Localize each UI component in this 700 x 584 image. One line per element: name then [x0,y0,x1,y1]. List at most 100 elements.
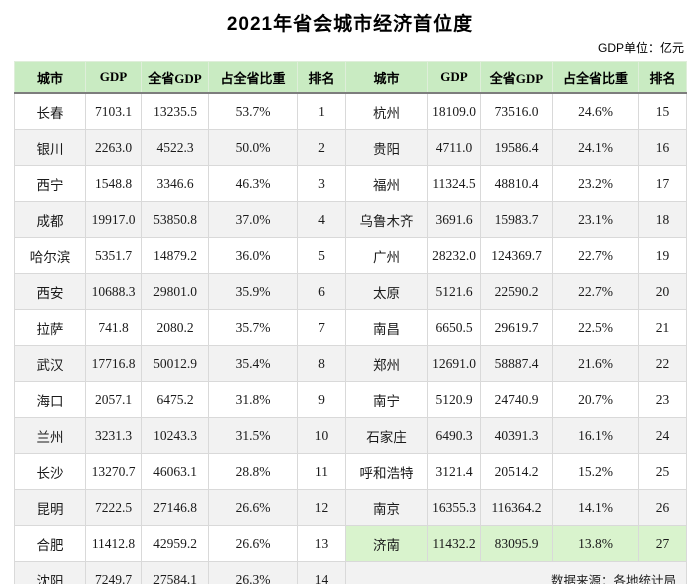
share-cell: 21.6% [552,345,639,382]
province-gdp-cell: 124369.7 [480,237,553,274]
share-cell: 15.2% [552,453,639,490]
share-cell: 31.8% [208,381,298,418]
gdp-cell: 3121.4 [427,453,481,490]
gdp-cell: 3231.3 [85,417,142,454]
gdp-cell: 17716.8 [85,345,142,382]
rank-cell: 11 [297,453,346,490]
share-cell: 28.8% [208,453,298,490]
col-gdp-left: GDP [85,61,142,94]
share-cell: 35.9% [208,273,298,310]
province-gdp-cell: 53850.8 [141,201,209,238]
share-cell: 37.0% [208,201,298,238]
rank-cell: 4 [297,201,346,238]
city-cell: 济南 [345,525,428,562]
city-cell: 南宁 [345,381,428,418]
gdp-cell: 2263.0 [85,129,142,166]
city-cell: 海口 [14,381,86,418]
gdp-cell: 3691.6 [427,201,481,238]
city-cell: 贵阳 [345,129,428,166]
table-row: 合肥 11412.8 42959.2 26.6% 13 济南 11432.2 83095.9 1… [14,525,687,562]
rank-cell: 25 [638,453,687,490]
page-title: 2021年省会城市经济首位度 [226,14,474,35]
province-gdp-cell: 19586.4 [480,129,553,166]
rank-cell: 6 [297,273,346,310]
col-city-right: 城市 [345,61,428,94]
share-cell: 23.1% [552,201,639,238]
gdp-cell: 11412.8 [85,525,142,562]
table-row: 海口 2057.1 6475.2 31.8% 9 南宁 5120.9 24740.9 20.7%… [14,381,687,418]
city-cell: 沈阳 [14,561,86,584]
city-cell: 西宁 [14,165,86,202]
table-row: 西安 10688.3 29801.0 35.9% 6 太原 5121.6 22590.2 22.… [14,273,687,310]
gdp-cell: 7103.1 [85,92,142,130]
rank-cell: 20 [638,273,687,310]
col-gdp-right: GDP [427,61,481,94]
share-cell: 35.7% [208,309,298,346]
rank-cell: 17 [638,165,687,202]
rank-cell: 7 [297,309,346,346]
header-row: 城市 GDP 全省GDP 占全省比重 排名 城市 GDP 全省GDP 占全省比重 排名 [14,61,687,94]
province-gdp-cell: 73516.0 [480,92,553,130]
province-gdp-cell: 40391.3 [480,417,553,454]
col-share-left: 占全省比重 [208,61,298,94]
city-cell: 银川 [14,129,86,166]
city-cell: 西安 [14,273,86,310]
table-row: 兰州 3231.3 10243.3 31.5% 10 石家庄 6490.3 40391.3 16… [14,417,687,454]
rank-cell: 1 [297,92,346,130]
city-cell: 石家庄 [345,417,428,454]
table-row: 长春 7103.1 13235.5 53.7% 1 杭州 18109.0 73516.0 24.… [14,92,687,130]
gdp-cell: 28232.0 [427,237,481,274]
gdp-cell: 19917.0 [85,201,142,238]
city-cell: 长沙 [14,453,86,490]
rank-cell: 22 [638,345,687,382]
share-cell: 26.6% [208,489,298,526]
rank-cell: 19 [638,237,687,274]
province-gdp-cell: 4522.3 [141,129,209,166]
province-gdp-cell: 13235.5 [141,92,209,130]
share-cell: 22.5% [552,309,639,346]
province-gdp-cell: 46063.1 [141,453,209,490]
city-cell: 南昌 [345,309,428,346]
city-cell: 拉萨 [14,309,86,346]
city-cell: 呼和浩特 [345,453,428,490]
rank-cell: 21 [638,309,687,346]
city-cell: 合肥 [14,525,86,562]
gdp-cell: 16355.3 [427,489,481,526]
col-rank-left: 排名 [297,61,346,94]
gdp-cell: 4711.0 [427,129,481,166]
data-source-note: 数据来源：各地统计局 [345,561,687,584]
rank-cell: 26 [638,489,687,526]
share-cell: 50.0% [208,129,298,166]
province-gdp-cell: 14879.2 [141,237,209,274]
city-cell: 乌鲁木齐 [345,201,428,238]
rank-cell: 13 [297,525,346,562]
gdp-cell: 1548.8 [85,165,142,202]
share-cell: 26.6% [208,525,298,562]
province-gdp-cell: 116364.2 [480,489,553,526]
gdp-cell: 2057.1 [85,381,142,418]
rank-cell: 3 [297,165,346,202]
col-city-left: 城市 [14,61,86,94]
share-cell: 20.7% [552,381,639,418]
rank-cell: 12 [297,489,346,526]
rank-cell: 10 [297,417,346,454]
gdp-unit-note: GDP单位：亿元 [597,41,684,55]
rank-cell: 23 [638,381,687,418]
province-gdp-cell: 83095.9 [480,525,553,562]
gdp-cell: 11324.5 [427,165,481,202]
table-row: 西宁 1548.8 3346.6 46.3% 3 福州 11324.5 48810.4 23.2… [14,165,687,202]
province-gdp-cell: 27146.8 [141,489,209,526]
share-cell: 31.5% [208,417,298,454]
share-cell: 36.0% [208,237,298,274]
table-row: 武汉 17716.8 50012.9 35.4% 8 郑州 12691.0 58887.4 21… [14,345,687,382]
rank-cell: 24 [638,417,687,454]
table-row: 拉萨 741.8 2080.2 35.7% 7 南昌 6650.5 29619.7 22.5% 2… [14,309,687,346]
province-gdp-cell: 50012.9 [141,345,209,382]
city-cell: 郑州 [345,345,428,382]
table-row: 长沙 13270.7 46063.1 28.8% 11 呼和浩特 3121.4 20514.2… [14,453,687,490]
province-gdp-cell: 48810.4 [480,165,553,202]
gdp-cell: 6490.3 [427,417,481,454]
table-row: 沈阳 7249.7 27584.1 26.3% 14 数据来源：各地统计局 [14,561,687,584]
share-cell: 22.7% [552,237,639,274]
